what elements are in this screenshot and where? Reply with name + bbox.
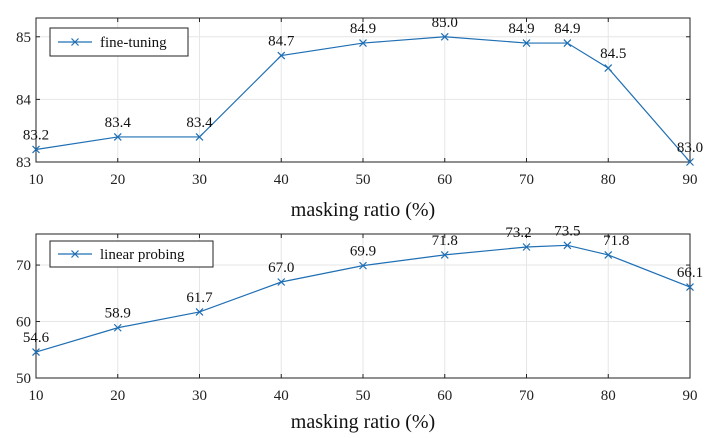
data-label: 85.0: [432, 15, 458, 31]
data-label: 83.2: [23, 127, 49, 143]
x-axis-title: masking ratio (%): [291, 411, 435, 433]
data-point-marker: [113, 323, 122, 332]
data-label: 71.8: [603, 233, 629, 249]
data-point-marker: [32, 145, 40, 154]
data-point-marker: [563, 241, 572, 250]
data-label: 58.9: [105, 306, 131, 322]
x-tick-label: 70: [519, 172, 534, 188]
data-label: 61.7: [186, 290, 213, 306]
data-point-marker: [359, 261, 367, 270]
x-tick-label: 10: [29, 388, 44, 404]
x-tick-label: 60: [437, 388, 452, 404]
data-label: 73.2: [505, 225, 531, 241]
y-tick-label: 84: [16, 92, 32, 108]
y-tick-label: 60: [16, 315, 31, 331]
y-tick-label: 83: [16, 155, 31, 171]
data-point-marker: [277, 51, 286, 60]
x-tick-label: 60: [437, 172, 452, 188]
data-label: 66.1: [677, 265, 703, 281]
data-label: 84.9: [508, 21, 534, 37]
y-tick-label: 50: [16, 371, 31, 387]
x-tick-label: 30: [192, 172, 207, 188]
data-label: 83.4: [105, 115, 132, 131]
legend-label-linear-probing: linear probing: [100, 247, 185, 263]
x-tick-label: 80: [601, 388, 616, 404]
linear-probing-panel: 10 20 30 40 50 60 70 80 90 50 60 70 54.6 58.9 61.7 67.…: [16, 223, 703, 433]
x-tick-label: 40: [274, 388, 289, 404]
data-point-marker: [32, 348, 40, 356]
axis-ticks: 10 20 30 40 50 60 70 80 90 83 84 85: [16, 18, 698, 188]
y-tick-label: 85: [16, 30, 31, 46]
data-point-marker: [604, 250, 613, 259]
data-point-marker: [686, 283, 694, 292]
data-label: 83.0: [677, 140, 703, 156]
data-label: 84.9: [554, 21, 580, 37]
x-tick-label: 40: [274, 172, 289, 188]
data-point-marker: [563, 39, 572, 47]
data-label: 71.8: [432, 233, 458, 249]
data-label: 73.5: [554, 223, 580, 239]
x-tick-label: 50: [356, 388, 371, 404]
legend-marker-x: [71, 38, 79, 46]
data-label: 84.9: [350, 21, 376, 37]
series-line: [35, 244, 691, 353]
data-label: 54.6: [23, 330, 50, 346]
x-tick-label: 10: [29, 172, 44, 188]
data-point-marker: [522, 39, 531, 47]
data-label: 84.5: [600, 46, 626, 62]
data-point-marker: [195, 308, 204, 316]
x-tick-label: 90: [683, 388, 698, 404]
x-tick-label: 70: [519, 388, 534, 404]
data-point-marker: [604, 64, 613, 73]
series-line: [35, 36, 691, 163]
data-point-marker: [113, 133, 122, 141]
series-layer: 54.6 58.9 61.7 67.0 69.9 71.8 73.2 73.5 71.8 66.1: [23, 223, 703, 356]
data-point-marker: [686, 158, 694, 166]
data-label: 83.4: [186, 115, 213, 131]
x-axis-title: masking ratio (%): [291, 199, 435, 221]
x-tick-label: 30: [192, 388, 207, 404]
x-tick-label: 20: [110, 388, 125, 404]
x-tick-label: 90: [683, 172, 698, 188]
axis-ticks: 10 20 30 40 50 60 70 80 90 50 60 70: [16, 234, 698, 404]
data-label: 69.9: [350, 244, 376, 260]
data-point-marker: [359, 39, 367, 47]
fine-tuning-panel: 10 20 30 40 50 60 70 80 90 83 84 85 83.2 83.4 83.4 84.…: [16, 15, 703, 221]
x-tick-label: 20: [110, 172, 125, 188]
data-point-marker: [440, 250, 449, 259]
data-point-marker: [522, 243, 531, 251]
x-tick-label: 80: [601, 172, 616, 188]
legend: linear probing: [49, 240, 214, 268]
data-label: 84.7: [268, 34, 295, 50]
data-point-marker: [195, 133, 204, 141]
series-layer: 83.2 83.4 83.4 84.7 84.9 85.0 84.9 84.9 84.5 83.0: [23, 15, 703, 166]
x-tick-label: 50: [356, 172, 371, 188]
legend-label-fine-tuning: fine-tuning: [100, 35, 167, 51]
data-point-marker: [440, 32, 449, 41]
data-label: 67.0: [268, 260, 294, 276]
legend: fine-tuning: [49, 27, 189, 57]
data-point-marker: [277, 278, 286, 286]
legend-marker-x: [71, 250, 79, 258]
y-tick-label: 70: [16, 258, 31, 274]
